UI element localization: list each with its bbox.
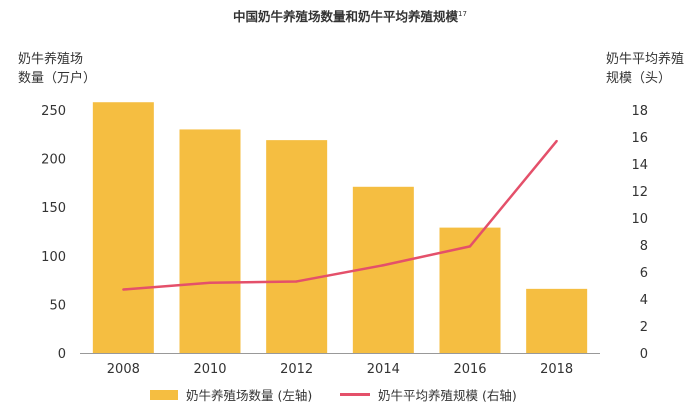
bar-2010 [179,129,241,353]
y-left-tick-label: 0 [58,347,66,362]
y-axis-left-label-line-1: 奶牛养殖场 [18,52,84,67]
chart-title-footnote: 17 [458,9,467,18]
legend-label-bars: 奶牛养殖场数量 (左轴) [186,388,313,403]
line-point-2008 [122,288,125,291]
bar-2016 [439,227,501,353]
y-axis-right-label: 奶牛平均养殖 规模（头） [606,50,696,88]
y-right-tick-label: 8 [640,239,648,254]
bar-2018 [526,288,588,353]
y-axis-left-label-line-2: 数量（万户） [18,71,97,86]
y-right-tick-label: 12 [631,185,648,200]
y-left-tick-label: 250 [41,104,66,119]
legend-item-bars: 奶牛养殖场数量 (左轴) [150,385,312,404]
y-right-tick-label: 14 [631,158,648,173]
y-right-tick-label: 10 [631,212,648,227]
y-right-tick-label: 18 [631,104,648,119]
legend-item-line: 奶牛平均养殖规模 (右轴) [340,385,517,404]
y-axis-right-label-line-2: 规模（头） [606,71,672,86]
y-left-tick-label: 200 [41,153,66,168]
line-point-2018 [555,139,558,143]
y-axis-right-label-line-1: 奶牛平均养殖 [606,52,685,67]
legend-swatch-line [340,393,370,396]
y-left-tick-label: 50 [49,298,66,313]
y-right-tick-label: 2 [640,320,648,335]
x-tick-label: 2014 [367,362,400,377]
legend: 奶牛养殖场数量 (左轴) 奶牛平均养殖规模 (右轴) [0,385,700,405]
y-right-tick-label: 0 [640,347,648,362]
y-left-tick-label: 150 [41,201,66,216]
line-point-2010 [208,281,212,284]
bar-2012 [266,140,328,353]
y-right-tick-label: 6 [640,266,648,281]
chart-title: 中国奶牛养殖场数量和奶牛平均养殖规模17 [0,6,700,25]
bar-2008 [92,102,154,353]
line-point-2012 [295,280,298,283]
y-axis-left-label: 奶牛养殖场 数量（万户） [18,50,128,88]
x-tick-label: 2008 [107,362,140,377]
line-series-avg-scale [123,140,558,291]
x-tick-label: 2012 [280,362,313,377]
y-right-tick-label: 16 [631,131,648,146]
x-tick-label: 2018 [540,362,573,377]
legend-label-line: 奶牛平均养殖规模 (右轴) [378,388,517,403]
x-tick-label: 2016 [453,362,486,377]
line-point-2016 [468,245,472,248]
y-right-tick-label: 4 [640,293,648,308]
chart-title-text: 中国奶牛养殖场数量和奶牛平均养殖规模 [233,9,459,24]
x-tick-label: 2010 [193,362,226,377]
legend-swatch-bars [150,389,178,400]
y-left-tick-label: 100 [41,250,66,265]
line-point-2014 [382,264,385,267]
